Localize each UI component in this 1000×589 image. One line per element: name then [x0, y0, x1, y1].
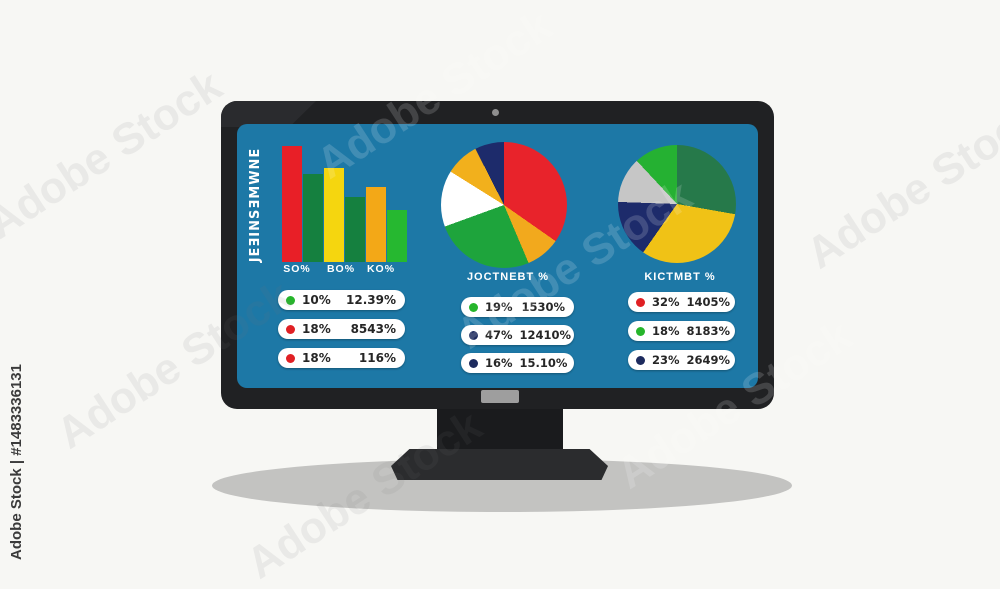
- stock-illustration-page: JEƎINSƎMWNE SO% BO% KO% JOCTNEBT % KICTM…: [0, 60, 1000, 589]
- webcam-dot-icon: [492, 109, 499, 116]
- legend-row: 18% 8183%: [628, 321, 735, 341]
- legend-value: 15.10%: [519, 356, 568, 370]
- legend-dot-icon: [286, 324, 295, 334]
- bar-1: [303, 174, 323, 262]
- legend-pct: 32%: [652, 295, 680, 309]
- legend-dot-icon: [636, 326, 645, 336]
- watermark-text: Adobe Stock: [798, 90, 1000, 279]
- bar-2: [324, 168, 344, 262]
- bar-5: [387, 210, 407, 262]
- legend-group-left: 10% 12.39% 18% 8543% 18% 116%: [278, 290, 405, 368]
- legend-pct: 16%: [485, 356, 513, 370]
- legend-value: 116%: [358, 351, 396, 365]
- legend-dot-icon: [286, 353, 295, 363]
- monitor-bezel: JEƎINSƎMWNE SO% BO% KO% JOCTNEBT % KICTM…: [221, 101, 774, 409]
- legend-row: 32% 1405%: [628, 292, 735, 312]
- legend-value: 2649%: [686, 353, 731, 367]
- legend-row: 23% 2649%: [628, 350, 735, 370]
- legend-row: 10% 12.39%: [278, 290, 405, 310]
- legend-group-middle: 19% 1530% 47% 12410% 16% 15.10%: [461, 297, 574, 373]
- pie-chart-2: [618, 145, 736, 263]
- legend-dot-icon: [469, 302, 478, 312]
- monitor-screen: JEƎINSƎMWNE SO% BO% KO% JOCTNEBT % KICTM…: [237, 124, 758, 388]
- bar-chart-side-label: JEƎINSƎMWNE: [248, 147, 263, 263]
- pie-chart-1: [441, 142, 567, 268]
- pie-chart-2-label: KICTMBT %: [644, 271, 716, 283]
- pie-chart-1-label: JOCTNEBT %: [466, 271, 550, 283]
- legend-pct: 18%: [652, 324, 680, 338]
- legend-dot-icon: [636, 297, 645, 307]
- legend-value: 12.39%: [346, 293, 396, 307]
- legend-pct: 10%: [302, 293, 331, 307]
- legend-pct: 23%: [652, 353, 680, 367]
- bar-0: [282, 146, 302, 262]
- legend-value: 8183%: [686, 324, 731, 338]
- legend-pct: 19%: [485, 300, 513, 314]
- legend-group-right: 32% 1405% 18% 8183% 23% 2649%: [628, 292, 735, 370]
- legend-value: 12410%: [519, 328, 572, 342]
- bar-chart: [282, 146, 412, 262]
- legend-row: 16% 15.10%: [461, 353, 574, 373]
- legend-dot-icon: [636, 355, 645, 365]
- legend-value: 1530%: [521, 300, 565, 314]
- legend-pct: 47%: [485, 328, 513, 342]
- monitor-stand-base: [391, 449, 608, 480]
- bar-category-label: SO%: [283, 263, 311, 275]
- legend-value: 1405%: [686, 295, 731, 309]
- legend-row: 47% 12410%: [461, 325, 574, 345]
- bar-4: [366, 187, 386, 262]
- legend-row: 18% 8543%: [278, 319, 405, 339]
- legend-dot-icon: [286, 295, 295, 305]
- legend-row: 18% 116%: [278, 348, 405, 368]
- legend-dot-icon: [469, 330, 478, 340]
- bar-category-label: BO%: [326, 263, 356, 275]
- legend-value: 8543%: [350, 322, 396, 336]
- bezel-logo-plate: [481, 390, 519, 403]
- legend-dot-icon: [469, 358, 478, 368]
- bar-3: [345, 197, 365, 262]
- legend-pct: 18%: [302, 351, 331, 365]
- legend-row: 19% 1530%: [461, 297, 574, 317]
- legend-pct: 18%: [302, 322, 331, 336]
- stock-id-label: Adobe Stock | #1483336131: [8, 364, 25, 560]
- bar-category-label: KO%: [366, 263, 396, 275]
- watermark-text: Adobe Stock: [0, 60, 231, 249]
